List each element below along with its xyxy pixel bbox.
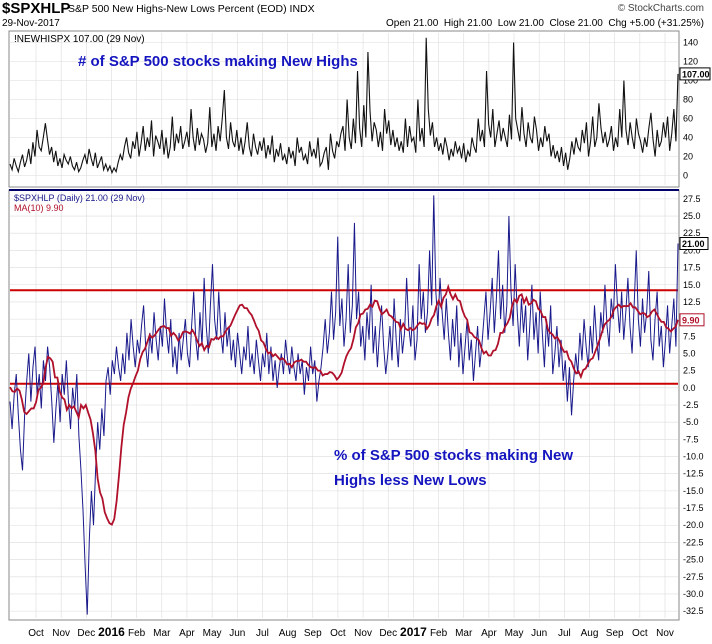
x-tick-label: Nov <box>354 628 372 639</box>
y-tick-label-bottom: 0.0 <box>683 383 696 393</box>
x-tick-label: Jul <box>558 628 571 639</box>
x-tick-label: Mar <box>455 628 473 639</box>
y-tick-label-bottom: -27.5 <box>683 572 704 582</box>
y-tick-label-top: 140 <box>683 38 698 48</box>
y-tick-label-top: 60 <box>683 114 693 124</box>
chart-header: $SPXHLP S&P 500 New Highs-New Lows Perce… <box>0 0 712 30</box>
top-last-value-badge: 107.00 <box>679 67 711 81</box>
y-tick-label-bottom: 25.0 <box>683 211 701 221</box>
ma-last-value-badge: 9.90 <box>679 313 705 327</box>
x-tick-label: Sep <box>606 628 624 639</box>
bottom-series-group <box>9 195 679 615</box>
symbol-title: $SPXHLP <box>2 0 71 17</box>
watermark: © StockCharts.com <box>617 3 704 14</box>
x-tick-label: Aug <box>279 628 297 639</box>
x-tick-label: Aug <box>581 628 599 639</box>
top-series-group <box>9 37 679 175</box>
x-tick-label: Oct <box>28 628 44 639</box>
x-axis: Oct Nov Dec 2016 Feb Mar Apr May Jun Jul Aug Sep Oct… <box>28 625 674 639</box>
ma-legend: MA(10) 9.90 <box>14 203 64 213</box>
bottom-annotation-line-1: % of S&P 500 stocks making New <box>334 447 573 464</box>
x-tick-label: Apr <box>179 628 195 639</box>
bottom-last-value: 21.00 <box>682 239 705 249</box>
x-tick-label: May <box>505 628 524 639</box>
y-tick-label-bottom: -5.0 <box>683 417 699 427</box>
x-tick-label: Nov <box>656 628 674 639</box>
y-tick-label-top: 80 <box>683 95 693 105</box>
bottom-panel-grid <box>10 198 678 612</box>
bottom-last-value-badge: 21.00 <box>679 237 709 250</box>
y-tick-label-bottom: 12.5 <box>683 297 701 307</box>
y-tick-label-bottom: -32.5 <box>683 606 704 616</box>
y-tick-label-bottom: 5.0 <box>683 348 696 358</box>
y-tick-label-bottom: 15.0 <box>683 280 701 290</box>
x-tick-label: Apr <box>481 628 497 639</box>
chart-date: 29-Nov-2017 <box>2 18 60 29</box>
x-tick-label: Oct <box>330 628 346 639</box>
y-tick-label-bottom: 27.5 <box>683 194 701 204</box>
x-tick-label: May <box>203 628 222 639</box>
y-tick-label-bottom: 7.5 <box>683 331 696 341</box>
y-tick-label-bottom: -7.5 <box>683 434 699 444</box>
y-tick-label-bottom: -12.5 <box>683 469 704 479</box>
bottom-y-axis: 27.525.022.520.017.515.012.510.07.55.02.… <box>683 194 704 616</box>
y-tick-label-bottom: -2.5 <box>683 400 699 410</box>
top-last-value: 107.00 <box>682 69 710 79</box>
top-annotation: # of S&P 500 stocks making New Highs <box>78 53 358 70</box>
y-tick-label-top: 20 <box>683 152 693 162</box>
ohlc-readout: Open 21.00 High 21.00 Low 21.00 Close 21… <box>386 18 704 29</box>
y-tick-label-top: 0 <box>683 171 688 181</box>
ma-series-group <box>9 283 679 526</box>
y-tick-label-bottom: -10.0 <box>683 452 704 462</box>
y-tick-label-bottom: -20.0 <box>683 520 704 530</box>
top-panel-frame <box>8 30 680 188</box>
hl-percent-line <box>9 195 679 615</box>
x-tick-label: Dec <box>77 628 95 639</box>
y-tick-label-bottom: 17.5 <box>683 263 701 273</box>
y-tick-label-bottom: -17.5 <box>683 503 704 513</box>
x-tick-label: Feb <box>128 628 146 639</box>
x-tick-label: Dec <box>379 628 397 639</box>
x-tick-label: 2016 <box>98 625 125 639</box>
x-tick-label: Feb <box>430 628 448 639</box>
y-tick-label-top: 120 <box>683 57 698 67</box>
ma-last-value: 9.90 <box>682 315 700 325</box>
x-tick-label: Jun <box>229 628 245 639</box>
index-description: S&P 500 New Highs-New Lows Percent (EOD)… <box>68 3 315 15</box>
x-tick-label: Jul <box>256 628 269 639</box>
bottom-legend: $SPXHLP (Daily) 21.00 (29 Nov) <box>14 193 145 203</box>
y-tick-label-top: 100 <box>683 76 698 86</box>
x-tick-label: Oct <box>632 628 648 639</box>
bottom-annotation-line-2: Highs less New Lows <box>334 472 487 489</box>
x-tick-label: Mar <box>153 628 171 639</box>
y-tick-label-top: 40 <box>683 133 693 143</box>
x-tick-label: 2017 <box>400 625 427 639</box>
top-y-axis: 0 20 40 60 80 100 120 140 <box>683 38 698 181</box>
top-legend: !NEWHISPX 107.00 (29 Nov) <box>14 34 145 45</box>
y-tick-label-bottom: 2.5 <box>683 366 696 376</box>
y-tick-label-bottom: 22.5 <box>683 228 701 238</box>
x-tick-label: Jun <box>531 628 547 639</box>
ma10-line <box>9 283 679 526</box>
y-tick-label-bottom: -15.0 <box>683 486 704 496</box>
x-tick-label: Sep <box>304 628 322 639</box>
y-tick-label-bottom: -25.0 <box>683 555 704 565</box>
y-tick-label-bottom: 20.0 <box>683 245 701 255</box>
y-tick-label-bottom: -30.0 <box>683 589 704 599</box>
y-tick-label-bottom: -22.5 <box>683 537 704 547</box>
new-highs-line <box>9 37 679 175</box>
x-tick-label: Nov <box>52 628 70 639</box>
